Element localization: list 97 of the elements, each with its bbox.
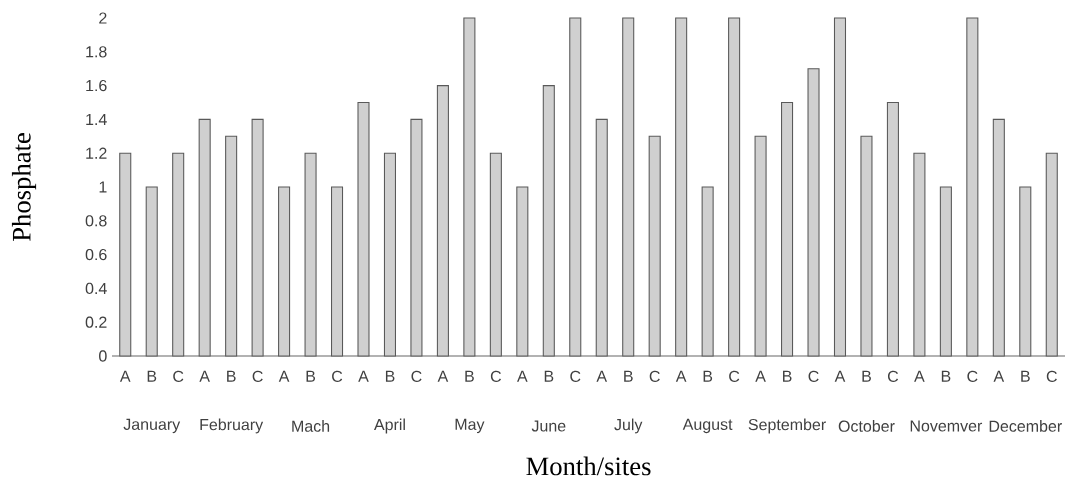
x-tick-label: A <box>278 370 290 382</box>
y-tick-label: 0.8 <box>85 215 107 227</box>
bar <box>807 68 820 357</box>
text: October <box>838 420 895 432</box>
bar <box>357 101 370 357</box>
y-tick-label: 0 <box>99 350 107 362</box>
x-tick-label: C <box>729 370 740 383</box>
bar <box>145 186 158 357</box>
bar <box>278 186 291 357</box>
bar <box>992 118 1005 357</box>
bar <box>436 85 449 357</box>
y-tick-label: 2 <box>99 12 107 24</box>
x-tick-label: B <box>941 370 951 382</box>
text: July <box>614 418 643 434</box>
x-tick-label: A <box>834 370 846 382</box>
x-tick-label: B <box>1021 370 1030 382</box>
x-tick-label: C <box>887 370 899 383</box>
text: August <box>682 418 733 434</box>
x-tick-label: B <box>783 370 792 382</box>
x-tick-label: B <box>703 370 713 382</box>
x-tick-label: B <box>465 370 474 382</box>
text: September <box>748 418 826 434</box>
text: December <box>989 420 1062 432</box>
bar <box>781 101 794 357</box>
x-tick-label: C <box>649 370 660 383</box>
bar <box>595 118 608 357</box>
bar <box>542 85 555 357</box>
bar <box>1019 186 1032 357</box>
text: April <box>373 418 405 434</box>
bar <box>304 152 317 357</box>
y-tick-label: 0.2 <box>85 316 107 328</box>
y-tick-label: 1 <box>99 181 107 193</box>
y-tick-label: 0.4 <box>85 282 107 295</box>
text: Novemver <box>910 420 983 432</box>
bar <box>198 118 211 357</box>
bar <box>833 17 847 357</box>
x-tick-label: A <box>437 370 449 382</box>
bar <box>754 135 767 357</box>
y-tick-label: 1.8 <box>86 46 107 58</box>
y-tick-label: 1.4 <box>86 113 107 125</box>
x-tick-label: B <box>624 370 633 382</box>
bar <box>913 152 926 357</box>
x-tick-label: A <box>596 370 608 382</box>
x-tick-label: B <box>147 370 157 382</box>
x-tick-label: C <box>490 370 502 383</box>
y-axis-title: Phosphate <box>11 133 37 242</box>
bar <box>675 17 688 357</box>
bar <box>622 17 635 357</box>
bar <box>701 186 714 357</box>
y-tick-label: 1.6 <box>86 79 107 92</box>
x-tick-label: A <box>993 370 1005 382</box>
bar <box>648 135 661 357</box>
bar <box>966 17 979 357</box>
x-tick-label: B <box>306 370 316 382</box>
bar <box>728 17 741 357</box>
x-tick-label: C <box>332 370 343 383</box>
x-tick-label: C <box>808 370 819 383</box>
text: January <box>123 418 181 434</box>
bar <box>383 152 397 357</box>
x-tick-label: C <box>252 370 263 383</box>
x-tick-label: C <box>967 370 978 383</box>
x-tick-label: C <box>570 370 581 383</box>
bar <box>463 17 476 357</box>
x-tick-label: A <box>358 370 369 382</box>
y-tick-label: 1.2 <box>86 147 107 159</box>
text: June <box>531 420 566 432</box>
text: Mach <box>292 420 330 432</box>
bar <box>225 135 238 357</box>
x-tick-label: A <box>517 370 528 382</box>
x-tick-label: A <box>675 370 687 382</box>
x-axis-title: Month/sites <box>526 456 651 476</box>
x-tick-label: A <box>755 370 766 382</box>
x-tick-label: A <box>914 370 925 382</box>
x-tick-label: B <box>862 370 871 382</box>
text: February <box>200 418 264 434</box>
bar <box>251 118 264 357</box>
bar <box>860 135 873 357</box>
x-tick-label: A <box>199 370 210 382</box>
y-tick-label: 0.6 <box>85 248 107 261</box>
x-tick-label: C <box>173 370 184 383</box>
bar <box>886 101 899 357</box>
text: May <box>455 418 485 434</box>
bar <box>330 186 344 357</box>
bar <box>410 118 423 357</box>
bar <box>516 186 529 357</box>
x-tick-label: B <box>544 370 554 382</box>
bar <box>1045 152 1058 357</box>
bar <box>489 152 502 357</box>
bar <box>569 17 582 357</box>
x-tick-label: B <box>385 370 395 382</box>
bar <box>939 186 952 357</box>
bar <box>119 152 132 357</box>
bar <box>172 152 185 357</box>
x-tick-label: C <box>411 370 422 383</box>
x-tick-label: B <box>227 370 236 382</box>
x-tick-label: C <box>1046 370 1057 383</box>
x-tick-label: A <box>119 370 131 382</box>
